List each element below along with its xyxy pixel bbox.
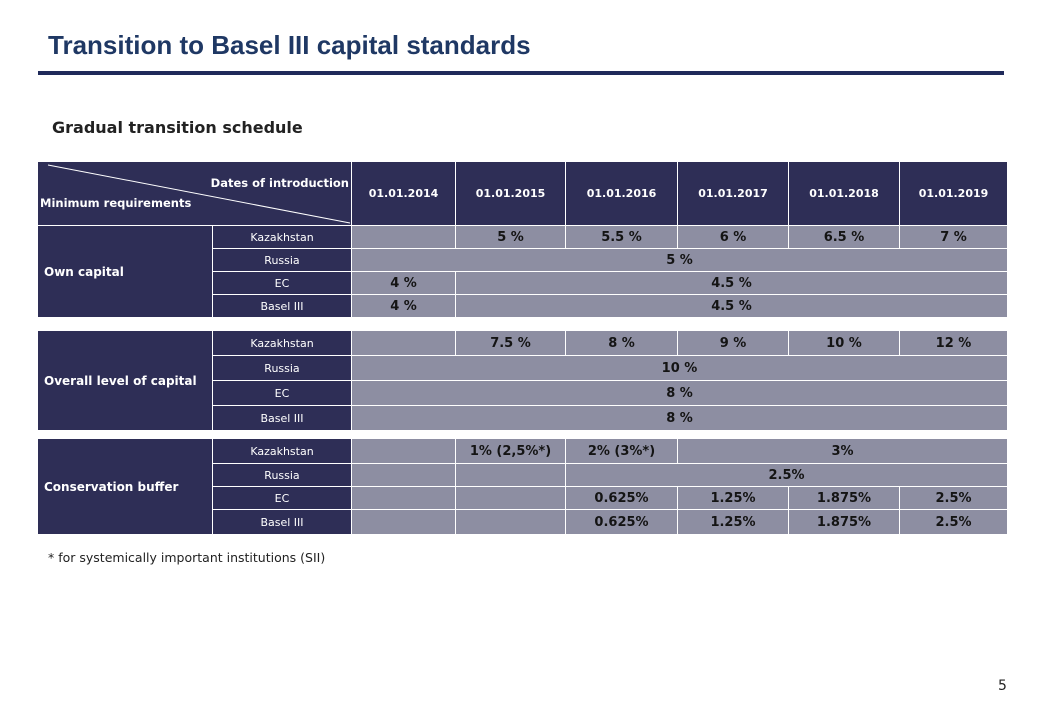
value-cell: 2.5% <box>898 486 1009 510</box>
value-cell <box>351 330 456 356</box>
value-cell: 10 % <box>788 330 900 356</box>
group-label-own-capital: Own capital <box>37 225 213 318</box>
group-label-conservation-buffer: Conservation buffer <box>37 438 213 535</box>
value-cell <box>351 225 456 249</box>
header-date: 01.01.2018 <box>788 161 900 226</box>
value-cell <box>455 486 566 510</box>
header-date: 01.01.2015 <box>455 161 566 226</box>
value-cell: 7.5 % <box>455 330 566 356</box>
value-cell: 1.875% <box>788 486 900 510</box>
country-label: EC <box>212 380 352 406</box>
value-cell: 4.5 % <box>455 271 1008 295</box>
country-label: Russia <box>212 355 352 381</box>
country-label: Russia <box>212 463 352 487</box>
overall-capital-table: Overall level of capital Kazakhstan 7.5 … <box>37 330 1008 431</box>
country-label: Basel III <box>212 294 352 318</box>
value-cell: 12 % <box>899 330 1008 356</box>
value-cell: 6.5 % <box>788 225 900 249</box>
value-cell: 0.625% <box>565 486 678 510</box>
value-cell <box>351 509 456 535</box>
value-cell <box>455 509 566 535</box>
value-cell: 1.25% <box>677 509 789 535</box>
value-cell: 0.625% <box>565 509 678 535</box>
dates-of-introduction-label: Dates of introduction <box>210 175 349 190</box>
country-label: EC <box>212 271 352 295</box>
conservation-buffer-table: Conservation buffer Kazakhstan 1% (2,5%*… <box>37 438 1009 535</box>
value-cell <box>455 463 566 487</box>
value-cell: 4 % <box>351 271 456 295</box>
value-cell: 3% <box>676 438 1009 464</box>
page-number: 5 <box>998 678 1007 694</box>
value-cell: 9 % <box>677 330 789 356</box>
header-date: 01.01.2016 <box>565 161 678 226</box>
header-date: 01.01.2019 <box>899 161 1008 226</box>
value-cell: 5.5 % <box>565 225 678 249</box>
value-cell <box>351 438 456 464</box>
value-cell: 8 % <box>351 405 1008 431</box>
value-cell: 1.25% <box>677 486 789 510</box>
country-label: Basel III <box>212 405 352 431</box>
header-corner-cell: Dates of introduction Minimum requiremen… <box>37 161 352 226</box>
country-label: EC <box>212 486 352 510</box>
header-date: 01.01.2017 <box>677 161 789 226</box>
value-cell: 8 % <box>351 380 1008 406</box>
value-cell: 4 % <box>351 294 456 318</box>
country-label: Russia <box>212 248 352 272</box>
value-cell: 2.5% <box>564 463 1009 487</box>
value-cell: 5 % <box>455 225 566 249</box>
section-subtitle: Gradual transition schedule <box>52 118 303 137</box>
country-label: Kazakhstan <box>212 330 352 356</box>
own-capital-table: Dates of introduction Minimum requiremen… <box>37 161 1008 318</box>
country-label: Basel III <box>212 509 352 535</box>
country-label: Kazakhstan <box>212 438 352 464</box>
value-cell <box>351 486 456 510</box>
value-cell <box>351 463 456 487</box>
footnote: * for systemically important institution… <box>48 550 326 565</box>
value-cell: 5 % <box>351 248 1008 272</box>
value-cell: 1% (2,5%*) <box>455 438 566 464</box>
minimum-requirements-label: Minimum requirements <box>40 195 192 210</box>
title-divider <box>38 71 1004 75</box>
country-label: Kazakhstan <box>212 225 352 249</box>
value-cell: 4.5 % <box>455 294 1008 318</box>
page-title: Transition to Basel III capital standard… <box>48 30 531 60</box>
value-cell: 10 % <box>351 355 1008 381</box>
value-cell: 2.5% <box>898 509 1009 535</box>
value-cell: 2% (3%*) <box>565 438 678 464</box>
diagonal-divider <box>47 164 351 223</box>
value-cell: 8 % <box>565 330 678 356</box>
header-date: 01.01.2014 <box>351 161 456 226</box>
value-cell: 1.875% <box>788 509 900 535</box>
group-label-overall-capital: Overall level of capital <box>37 330 213 431</box>
value-cell: 6 % <box>677 225 789 249</box>
value-cell: 7 % <box>899 225 1008 249</box>
